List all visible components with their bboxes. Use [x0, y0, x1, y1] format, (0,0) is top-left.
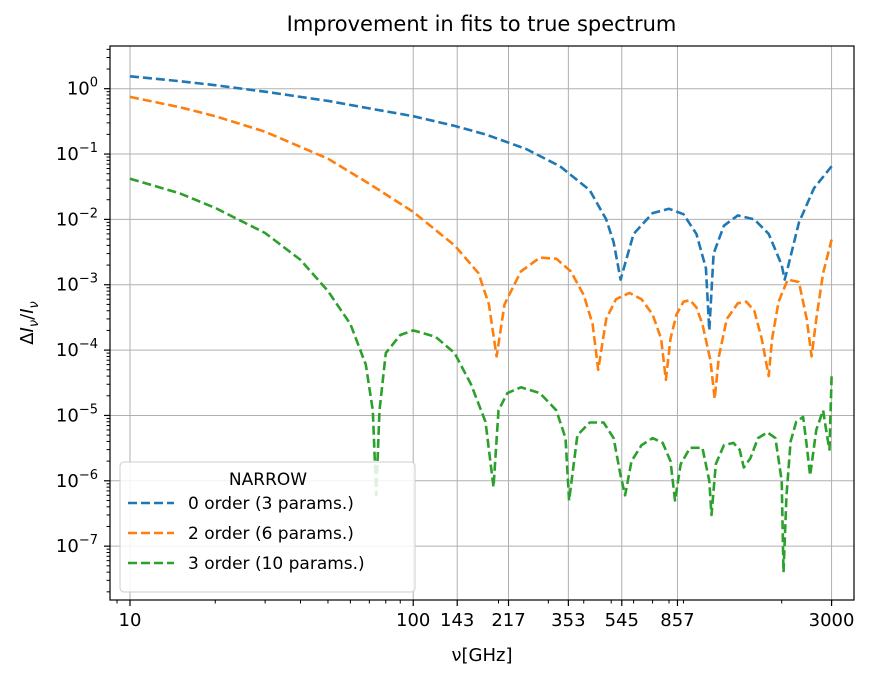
- x-tick-label: 143: [440, 610, 474, 631]
- y-axis-label: ΔIν/Iν: [17, 301, 42, 345]
- axis-ticks: 10 100 143 217 353 545 857 3000 10−7 10−6 10−5 10−4…: [56, 48, 855, 631]
- series-line-0-order: [129, 75, 833, 332]
- y-tick-label: 10−5: [56, 402, 98, 426]
- y-tick-label: 10−4: [56, 337, 98, 361]
- y-tick-label: 100: [67, 76, 98, 100]
- plot-frame: [109, 45, 855, 601]
- legend: NARROW 0 order (3 params.) 2 order (6 par…: [119, 461, 416, 593]
- x-tick-label: 3000: [809, 610, 855, 631]
- y-tick-label: 10−6: [56, 468, 98, 492]
- y-axis-label-text: ΔIν/Iν: [17, 301, 42, 345]
- legend-entry-label: 0 order (3 params.): [188, 494, 354, 514]
- x-tick-label: 100: [396, 610, 430, 631]
- chart-title: Improvement in fits to true spectrum: [287, 12, 677, 36]
- legend-title: NARROW: [229, 470, 307, 490]
- series-lines: [129, 75, 833, 574]
- legend-box: [119, 461, 416, 593]
- x-tick-label: 353: [551, 610, 585, 631]
- y-tick-label: 10−7: [56, 533, 98, 557]
- x-tick-label: 857: [660, 610, 694, 631]
- series-line-2-order: [129, 95, 833, 401]
- x-tick-label: 10: [119, 610, 142, 631]
- legend-entry-label: 2 order (6 params.): [188, 524, 354, 544]
- x-tick-label: 217: [491, 610, 525, 631]
- x-axis-label: ν[GHz]: [451, 645, 512, 666]
- y-tick-label: 10−1: [56, 141, 98, 165]
- legend-entry-label: 3 order (10 params.): [188, 554, 365, 574]
- y-tick-label: 10−2: [56, 206, 98, 230]
- x-tick-label: 545: [605, 610, 639, 631]
- y-tick-label: 10−3: [56, 272, 98, 296]
